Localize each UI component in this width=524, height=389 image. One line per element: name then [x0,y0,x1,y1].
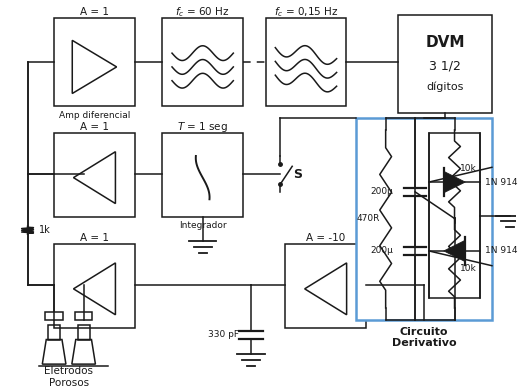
Text: A = -10: A = -10 [306,233,345,243]
Text: dígitos: dígitos [427,81,464,92]
Bar [266,18,346,106]
Bar [54,133,135,217]
Text: 200µ: 200µ [370,187,394,196]
Text: S: S [293,168,302,180]
Bar [54,18,135,106]
Bar [45,312,63,320]
Text: A = 1: A = 1 [80,233,109,243]
Text: Amp diferencial: Amp diferencial [59,110,130,120]
Polygon shape [444,240,465,262]
Text: 10k: 10k [461,264,477,273]
Text: 10k: 10k [461,164,477,173]
Text: Integrador: Integrador [179,221,226,230]
Text: A = 1: A = 1 [80,122,109,132]
Bar [162,133,243,217]
Text: Circuito
Derivativo: Circuito Derivativo [392,327,456,349]
Text: DVM: DVM [425,35,465,50]
Text: 3 1/2: 3 1/2 [429,60,461,72]
Text: 1N 914: 1N 914 [485,247,518,256]
Text: $f_c$ = 60 Hz: $f_c$ = 60 Hz [176,5,230,19]
Text: 200µ: 200µ [370,247,394,256]
Bar [356,118,492,320]
Text: $f_c$ = 0,15 Hz: $f_c$ = 0,15 Hz [274,5,338,19]
Text: Eletrodos
Porosos: Eletrodos Porosos [45,366,93,388]
Polygon shape [444,171,465,193]
Text: 1N 914: 1N 914 [485,177,518,187]
Bar [75,312,92,320]
Bar [54,244,135,328]
Text: 1k: 1k [39,225,51,235]
Text: 330 pF: 330 pF [208,330,239,339]
Bar [162,18,243,106]
Text: $\mathit{T}$ = 1 seg: $\mathit{T}$ = 1 seg [177,120,228,134]
Text: 470R: 470R [356,214,380,223]
Bar [285,244,366,328]
Bar [429,133,480,298]
Bar [398,15,492,113]
Text: A = 1: A = 1 [80,7,109,17]
